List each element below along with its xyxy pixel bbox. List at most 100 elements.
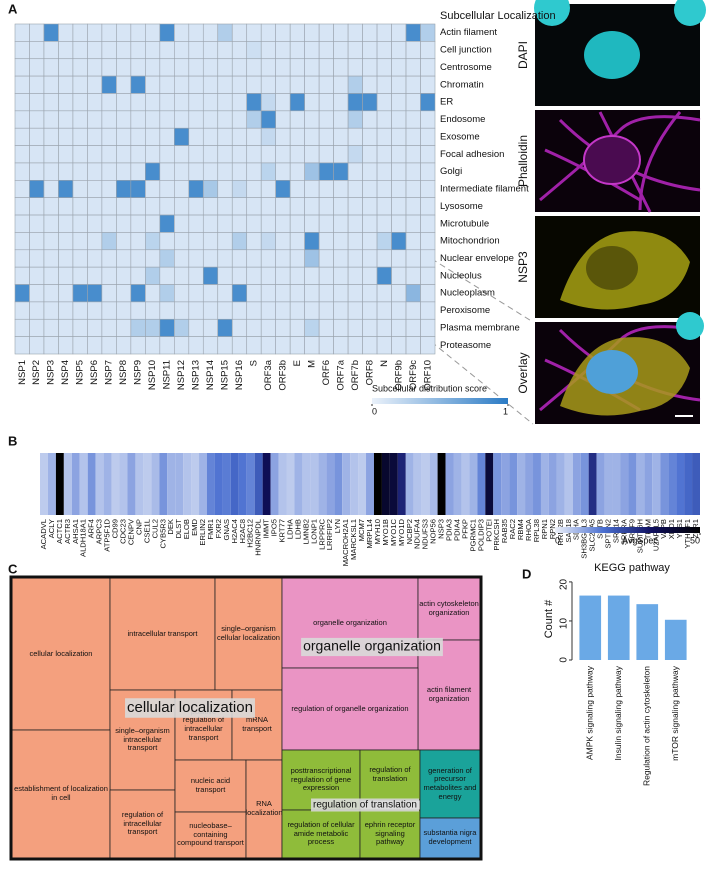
treemap-label-box: RNA localization — [246, 800, 282, 817]
heatmap-cell — [135, 453, 144, 515]
column-label: NSP8 — [118, 360, 129, 385]
heatmap-cell — [217, 301, 233, 320]
treemap-label-box: regulation of intracellular transport — [122, 810, 163, 836]
heatmap-cell — [275, 41, 291, 60]
heatmap-cell — [159, 336, 175, 355]
column-label: ORF3b — [277, 360, 288, 391]
heatmap-title: Subcellular Localization — [440, 10, 556, 22]
heatmap-cell — [405, 214, 421, 233]
panel-label: B — [8, 433, 17, 448]
heatmap-cell — [420, 145, 436, 164]
heatmap-cell — [58, 318, 74, 337]
heatmap-cell — [72, 318, 88, 337]
heatmap-cell — [43, 23, 59, 42]
heatmap-cell — [376, 180, 392, 198]
column-label: ELOB — [182, 519, 191, 539]
row-label: Exosome — [440, 131, 480, 142]
column-label: ORF7a — [335, 359, 346, 390]
heatmap-cell — [72, 58, 88, 77]
column-label: MRPL14 — [365, 519, 374, 549]
heatmap-cell — [278, 453, 287, 515]
heatmap-cell — [246, 75, 262, 94]
heatmap-cell — [405, 266, 421, 285]
heatmap-cell — [333, 93, 349, 112]
heatmap-cell — [231, 58, 248, 77]
heatmap-cell — [231, 180, 248, 198]
heatmap-cell — [72, 41, 88, 60]
heatmap-cell — [391, 127, 407, 146]
heatmap-cell — [183, 453, 192, 515]
heatmap-cell — [362, 301, 378, 320]
heatmap-cell — [304, 75, 320, 94]
heatmap-cell — [145, 197, 161, 216]
column-label: KRT77 — [278, 519, 287, 543]
heatmap-cell — [318, 197, 334, 216]
heatmap-cell — [289, 75, 305, 94]
column-label: MYO1C — [389, 518, 398, 546]
heatmap-cell — [275, 58, 291, 77]
y-axis-label: Count # — [543, 599, 555, 638]
heatmap-cell — [376, 162, 392, 181]
heatmap-cell — [101, 232, 117, 251]
heatmap-cell — [202, 318, 219, 337]
heatmap-cell — [275, 110, 291, 129]
heatmap-cell — [202, 41, 219, 60]
heatmap-cell — [159, 232, 175, 251]
heatmap-cell — [217, 23, 233, 42]
heatmap-cell — [246, 284, 262, 303]
heatmap-cell — [289, 214, 305, 233]
heatmap-cell — [101, 180, 117, 198]
column-label: NSP6 — [89, 360, 100, 385]
heatmap-cell — [275, 180, 291, 198]
heatmap-cell — [612, 453, 621, 515]
heatmap-cell — [231, 318, 248, 337]
nucleus — [534, 0, 570, 26]
treemap-cell — [359, 749, 421, 801]
column-label: EMD — [190, 518, 199, 535]
heatmap-cell — [231, 41, 248, 60]
heatmap-cell — [43, 180, 59, 198]
heatmap-cell — [72, 127, 88, 146]
heatmap-cell — [294, 453, 303, 515]
heatmap-cell — [246, 145, 262, 164]
heatmap-cell — [174, 336, 190, 355]
treemap-label-box: cellular localization — [30, 649, 93, 658]
treemap-cell — [109, 577, 216, 691]
heatmap-cell — [333, 75, 349, 94]
heatmap-cell — [145, 301, 161, 320]
heatmap-cell — [58, 284, 74, 303]
treemap-label-box: mRNA transport — [242, 716, 272, 733]
column-label: ORF9c — [408, 360, 419, 390]
heatmap-cell — [493, 453, 502, 515]
heatmap-cell — [217, 318, 233, 337]
column-label: ORF10 — [422, 360, 433, 391]
heatmap-cell — [188, 249, 204, 268]
heatmap-cell — [159, 41, 175, 60]
column-label: RAC2 — [508, 519, 517, 539]
heatmap-cell — [333, 110, 349, 129]
group-label-bg — [125, 698, 255, 718]
heatmap-cell — [58, 214, 74, 233]
heatmap-cell — [362, 110, 378, 129]
column-label: RAB35 — [500, 519, 509, 543]
heatmap-cell — [405, 41, 421, 60]
column-label: IPO5 — [270, 519, 279, 536]
heatmap-cell — [376, 58, 392, 77]
heatmap-cell — [72, 23, 88, 42]
heatmap-cell — [58, 127, 74, 146]
heatmap-cell — [159, 58, 175, 77]
heatmap-cell — [405, 180, 421, 198]
heatmap-cell — [159, 266, 175, 285]
column-label: NSP1 — [17, 360, 28, 385]
heatmap-cell — [72, 93, 88, 112]
column-label: RHOA — [524, 518, 533, 541]
heatmap-cell — [420, 75, 436, 94]
heatmap-cell — [130, 41, 146, 60]
heatmap-cell — [318, 301, 334, 320]
heatmap-cell — [391, 266, 407, 285]
treemap-label-box: ephrin receptor signaling pathway — [365, 820, 415, 846]
heatmap-cell — [260, 145, 276, 164]
heatmap-cell — [101, 284, 117, 303]
heatmap-cell — [347, 318, 363, 337]
column-label: CSE1L — [142, 519, 151, 543]
